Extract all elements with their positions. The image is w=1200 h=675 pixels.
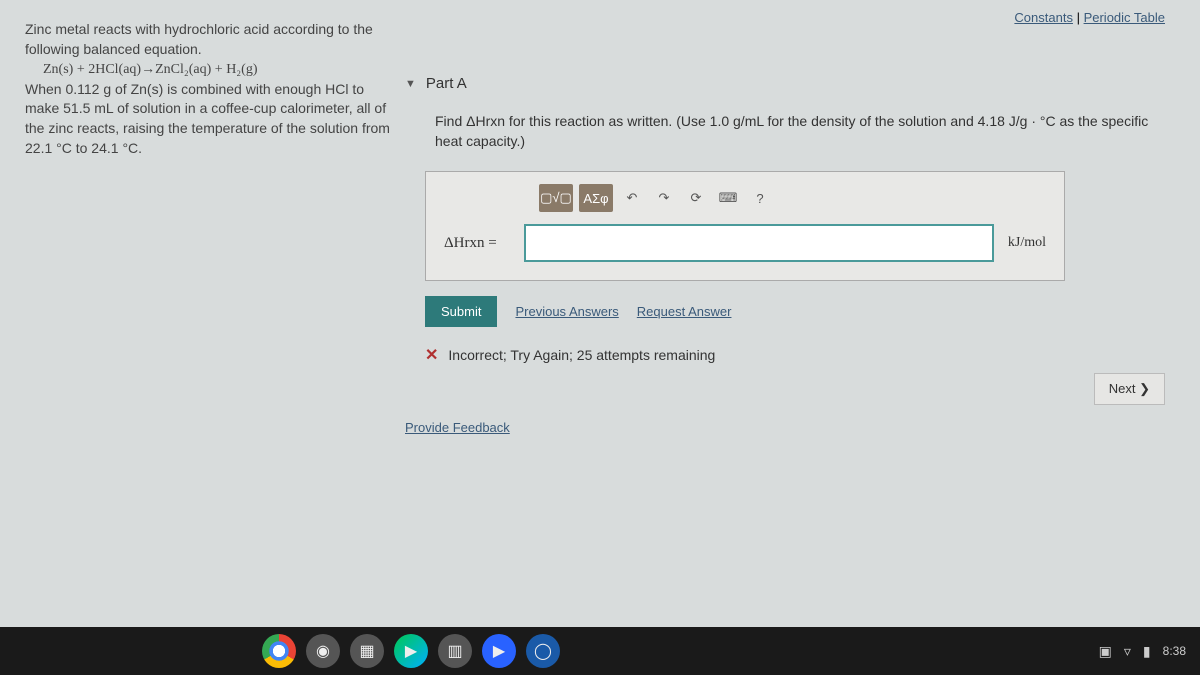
chrome-icon[interactable]	[262, 634, 296, 668]
problem-intro: Zinc metal reacts with hydrochloric acid…	[25, 21, 373, 57]
provide-feedback-link[interactable]: Provide Feedback	[405, 420, 510, 435]
problem-equation: Zn(s) + 2HCl(aq)→ZnCl₂(aq) + H₂(g)	[25, 62, 258, 77]
taskbar-apps: ◉ ▦ ▶ ▥ ▶ ◯	[262, 634, 560, 668]
feedback-text: Incorrect; Try Again; 25 attempts remain…	[448, 347, 715, 363]
video-icon[interactable]: ▶	[482, 634, 516, 668]
next-button[interactable]: Next ❯	[1094, 373, 1165, 405]
answer-label: ΔHrxn =	[444, 235, 524, 252]
clock: 8:38	[1163, 644, 1186, 658]
taskbar-status[interactable]: ▣ ▿ ▮ 8:38	[1099, 627, 1186, 675]
submit-row: Submit Previous Answers Request Answer	[425, 296, 1175, 327]
keyboard-button[interactable]: ⌨	[715, 184, 741, 212]
periodic-table-link[interactable]: Periodic Table	[1084, 10, 1165, 25]
battery-icon: ▮	[1143, 643, 1151, 660]
constants-link[interactable]: Constants	[1014, 10, 1073, 25]
greek-button[interactable]: ΑΣφ	[579, 184, 613, 212]
reset-button[interactable]: ⟳	[683, 184, 709, 212]
request-answer-link[interactable]: Request Answer	[637, 304, 732, 319]
problem-statement: Zinc metal reacts with hydrochloric acid…	[25, 20, 405, 435]
answer-row: ΔHrxn = kJ/mol	[444, 224, 1046, 262]
provide-feedback: Provide Feedback	[405, 420, 1175, 435]
wifi-icon: ▿	[1124, 643, 1131, 660]
app2-icon[interactable]: ▥	[438, 634, 472, 668]
redo-button[interactable]: ↷	[651, 184, 677, 212]
incorrect-icon: ✕	[425, 345, 438, 365]
equation-toolbar: ▢√▢ ΑΣφ ↶ ↷ ⟳ ⌨ ?	[539, 184, 1046, 212]
files-icon[interactable]: ◉	[306, 634, 340, 668]
app-icon[interactable]: ▦	[350, 634, 384, 668]
feedback-message: ✕ Incorrect; Try Again; 25 attempts rema…	[425, 345, 1175, 365]
notification-icon[interactable]: ▣	[1099, 643, 1112, 660]
part-label: Part A	[426, 75, 467, 92]
camera-icon[interactable]: ◯	[526, 634, 560, 668]
undo-button[interactable]: ↶	[619, 184, 645, 212]
collapse-caret-icon: ▼	[405, 78, 416, 90]
previous-answers-link[interactable]: Previous Answers	[515, 304, 618, 319]
answer-input[interactable]	[524, 224, 994, 262]
question-text: Find ΔHrxn for this reaction as written.…	[435, 112, 1175, 151]
submit-button[interactable]: Submit	[425, 296, 497, 327]
help-button[interactable]: ?	[747, 184, 773, 212]
taskbar: ◉ ▦ ▶ ▥ ▶ ◯ ▣ ▿ ▮ 8:38	[0, 627, 1200, 675]
answer-box: ▢√▢ ΑΣφ ↶ ↷ ⟳ ⌨ ? ΔHrxn = kJ/mol	[425, 171, 1065, 281]
template-button[interactable]: ▢√▢	[539, 184, 573, 212]
top-links: Constants | Periodic Table	[1014, 10, 1165, 25]
answer-unit: kJ/mol	[1008, 235, 1046, 251]
play-store-icon[interactable]: ▶	[394, 634, 428, 668]
problem-details: When 0.112 g of Zn(s) is combined with e…	[25, 81, 390, 156]
part-header[interactable]: ▼ Part A	[405, 75, 1175, 92]
